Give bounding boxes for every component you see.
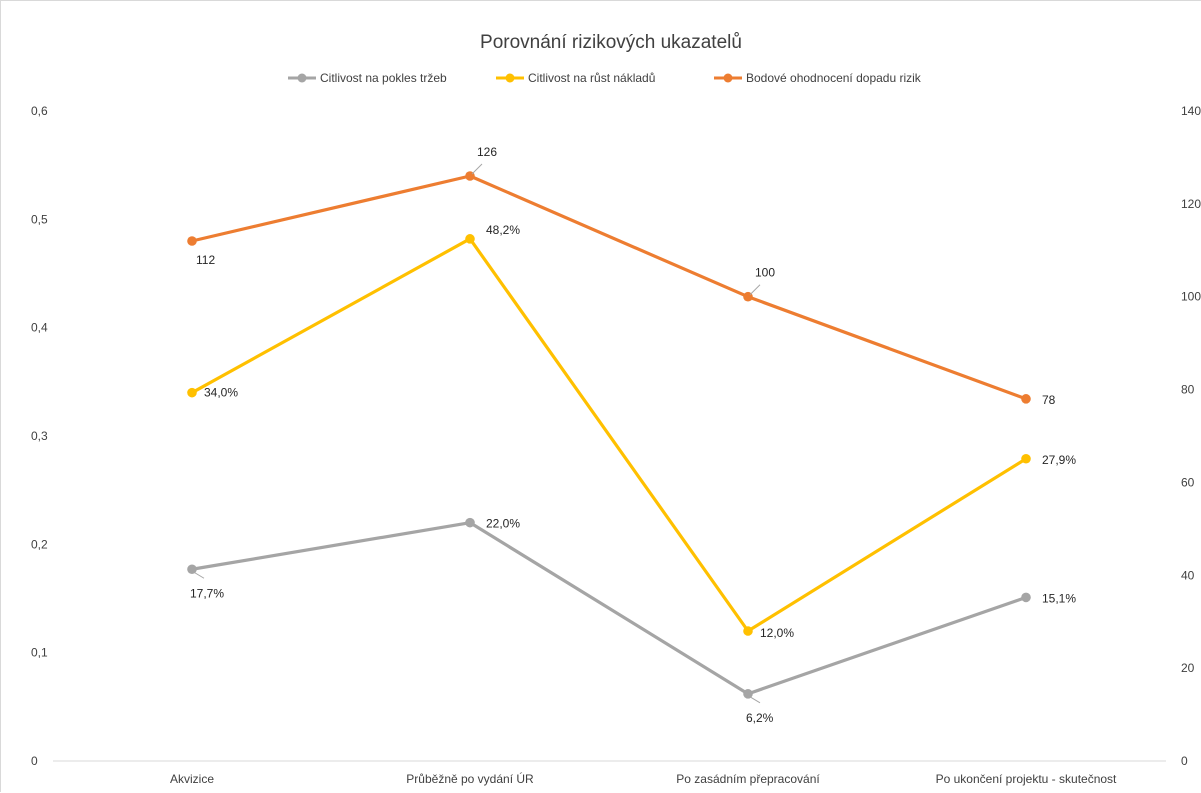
y-right-tick-label: 20	[1181, 661, 1195, 675]
chart-title: Porovnání rizikových ukazatelů	[480, 32, 742, 53]
data-label: 48,2%	[486, 223, 520, 237]
y-right-tick-label: 140	[1181, 104, 1201, 118]
data-label: 78	[1042, 393, 1056, 407]
legend-point-marker	[723, 73, 733, 83]
data-point	[465, 234, 475, 244]
y-right-tick-label: 40	[1181, 568, 1195, 582]
y-left-tick-label: 0,6	[31, 104, 48, 118]
y-left-tick-label: 0,4	[31, 321, 48, 335]
data-point	[743, 689, 753, 699]
y-right-tick-label: 80	[1181, 383, 1195, 397]
x-tick-label: Akvizice	[170, 772, 214, 786]
data-label-leader	[749, 696, 761, 704]
x-tick-label: Po zasádním přepracování	[676, 772, 820, 786]
data-point	[465, 517, 475, 528]
data-label: 17,7%	[190, 586, 224, 600]
y-left-tick-label: 0,2	[31, 537, 48, 551]
legend-entry-label: Citlivost na růst nákladů	[528, 71, 655, 85]
data-label: 15,1%	[1042, 591, 1076, 605]
series-line	[190, 237, 1028, 633]
data-point	[187, 387, 197, 398]
y-left-tick-label: 0,1	[31, 646, 48, 660]
y-left-tick-label: 0	[31, 754, 38, 768]
legend-entry-label: Bodové ohodnocení dopadu rizik	[746, 71, 922, 85]
y-right-tick-label: 120	[1181, 197, 1201, 211]
data-point	[1021, 592, 1031, 603]
data-label: 27,9%	[1042, 453, 1076, 467]
legend-point-marker	[505, 73, 515, 83]
data-label: 126	[477, 145, 497, 159]
data-point	[743, 626, 753, 636]
data-label: 22,0%	[486, 517, 520, 531]
data-label: 6,2%	[746, 711, 774, 725]
data-labels-layer: 17,7% 22,0% 6,2% 15,1% 34,0% 48,2% 12,0% 27,9% 1…	[190, 145, 1076, 725]
legend-point-marker	[297, 73, 307, 83]
series-line	[190, 174, 1028, 401]
data-point	[187, 564, 197, 575]
data-point	[1021, 394, 1031, 404]
chart-legend: Citlivost na pokles tržeb Citlivost na rů…	[288, 71, 922, 85]
data-label-leader	[471, 163, 483, 175]
y-left-tick-label: 0,3	[31, 429, 48, 443]
y-left-tick-label: 0,5	[31, 212, 48, 226]
y-right-tick-label: 60	[1181, 475, 1195, 489]
y-right-tick-label: 100	[1181, 290, 1201, 304]
legend-entry-label: Citlivost na pokles tržeb	[320, 71, 447, 85]
data-label: 100	[755, 266, 775, 280]
data-point	[1021, 453, 1031, 464]
y-right-tick-label: 0	[1181, 754, 1188, 768]
x-tick-label: Po ukončení projektu - skutečnost	[936, 772, 1117, 786]
series-layer	[187, 171, 1031, 699]
data-point	[187, 236, 197, 246]
chart-axes: 0 0,1 0,2 0,3 0,4 0,5 0,6 0 20 40 60 80 100 120 140 Akv…	[31, 104, 1201, 786]
data-label: 12,0%	[760, 626, 794, 640]
data-label-leader	[749, 284, 761, 296]
data-label: 112	[196, 253, 215, 267]
x-tick-label: Průběžně po vydání ÚR	[406, 771, 534, 786]
data-label-leader	[193, 571, 205, 579]
series-line	[190, 521, 1028, 696]
data-label: 34,0%	[204, 386, 238, 400]
